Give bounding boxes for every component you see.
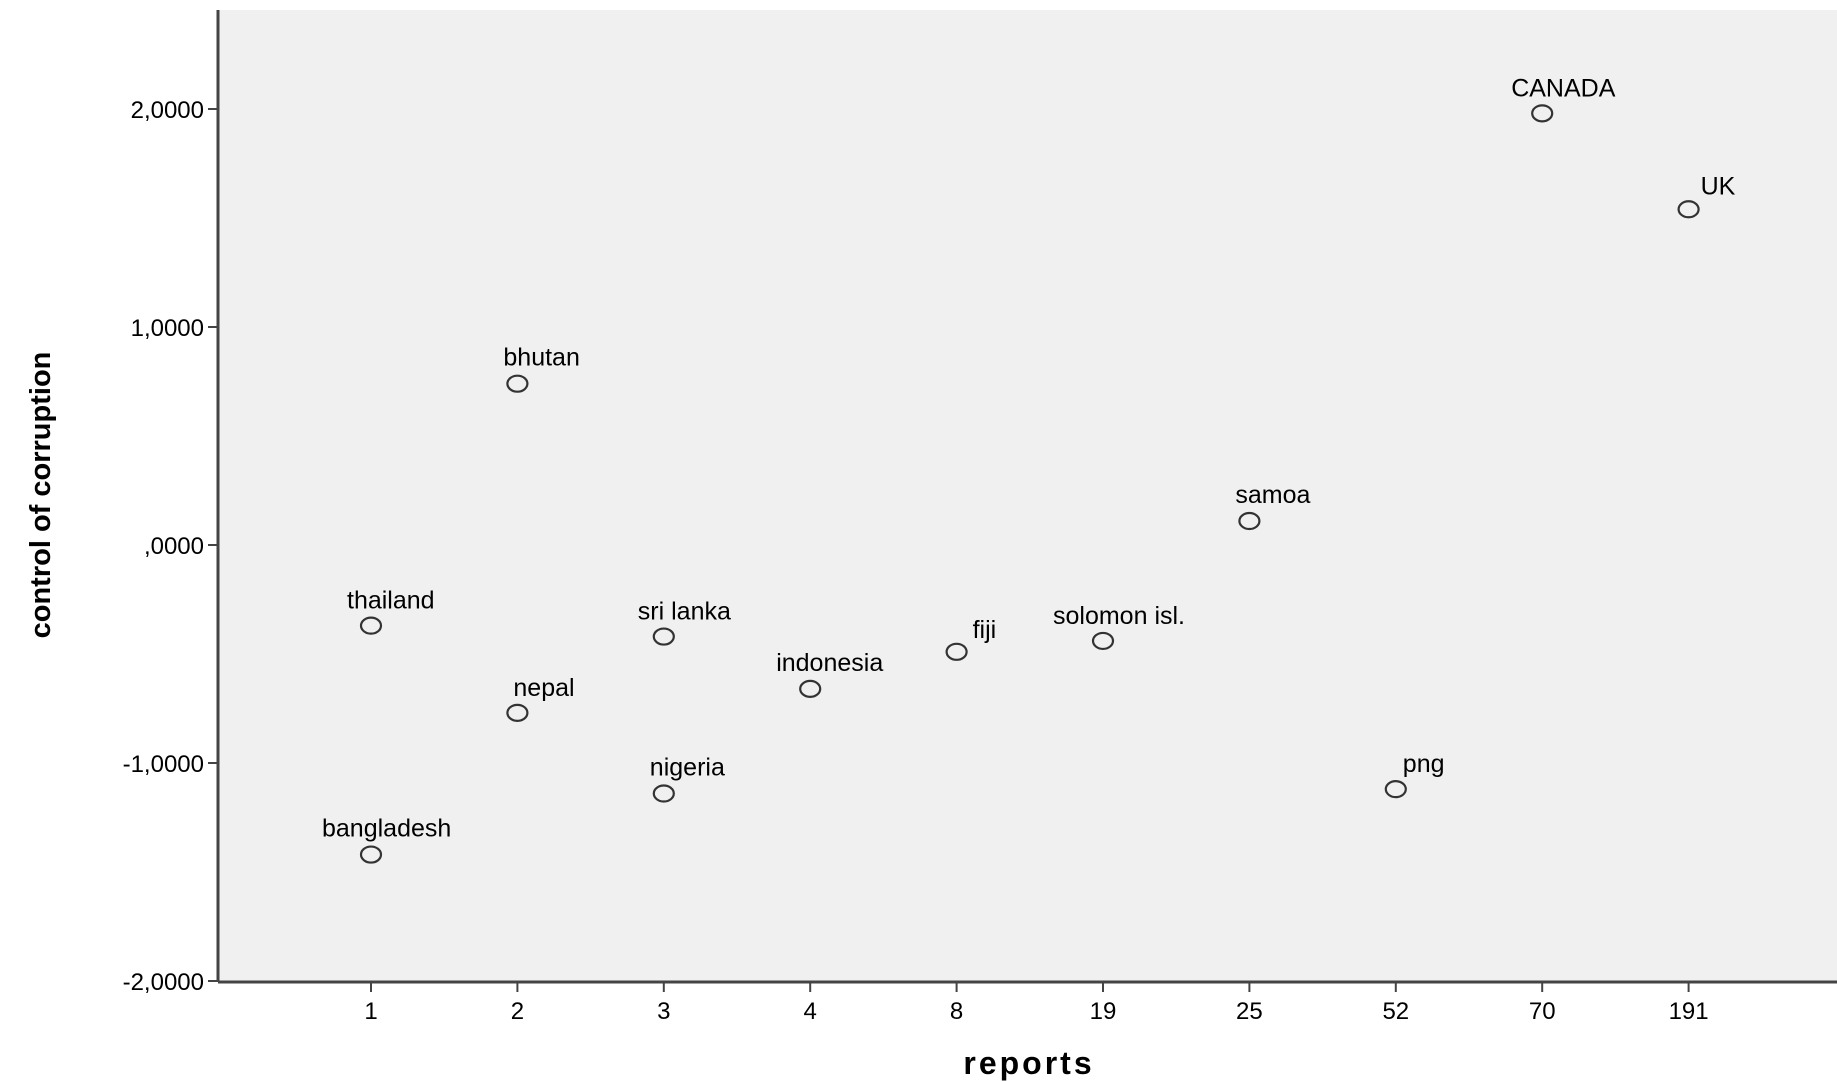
data-point-nepal: nepal xyxy=(506,674,575,722)
x-tick-label: 19 xyxy=(1090,998,1117,1025)
point-marker xyxy=(652,627,675,646)
x-tick-label: 8 xyxy=(950,998,963,1025)
data-point-thailand: thailand xyxy=(347,587,435,635)
point-marker xyxy=(359,845,383,864)
y-tick-label: ,0000 xyxy=(144,533,204,560)
y-tick-label: 2,0000 xyxy=(131,97,204,124)
point-label: thailand xyxy=(347,587,435,615)
point-marker xyxy=(799,679,822,698)
data-points: CANADA UK bhutan samoa thailand sri lanka fiji… xyxy=(322,74,1736,864)
point-marker xyxy=(652,784,675,803)
point-marker xyxy=(359,616,383,635)
point-label: bhutan xyxy=(503,344,579,372)
x-tick-label: 70 xyxy=(1529,998,1556,1025)
point-label: nigeria xyxy=(650,754,725,782)
point-marker xyxy=(1531,104,1554,123)
data-point-uk: UK xyxy=(1677,172,1736,219)
plot-area-background xyxy=(218,10,1837,982)
point-label: solomon isl. xyxy=(1053,602,1185,630)
point-label: samoa xyxy=(1235,481,1310,509)
x-tick-label: 3 xyxy=(657,998,670,1025)
x-tick-label: 4 xyxy=(804,998,817,1025)
point-label: nepal xyxy=(513,674,574,702)
point-label: UK xyxy=(1701,172,1736,200)
y-axis: 2,0000 1,0000 ,0000 -1,0000 -2,0000 xyxy=(123,97,218,996)
point-label: png xyxy=(1403,750,1445,778)
point-marker xyxy=(1677,200,1700,219)
data-point-samoa: samoa xyxy=(1235,481,1311,531)
x-axis: 1 2 3 4 8 19 25 52 70 191 xyxy=(364,982,1709,1025)
x-tick-label: 52 xyxy=(1382,998,1409,1025)
point-label: CANADA xyxy=(1511,74,1616,102)
x-tick-label: 1 xyxy=(364,998,377,1025)
point-marker xyxy=(506,703,529,722)
data-point-canada: CANADA xyxy=(1511,74,1616,123)
data-point-solomon-isl: solomon isl. xyxy=(1053,602,1185,651)
x-tick-label: 191 xyxy=(1669,998,1709,1025)
point-label: fiji xyxy=(973,616,997,644)
x-axis-title: reports xyxy=(963,1045,1094,1081)
point-label: bangladesh xyxy=(322,815,451,843)
point-marker xyxy=(1384,780,1407,799)
y-tick-label: -1,0000 xyxy=(123,751,204,778)
data-point-indonesia: indonesia xyxy=(776,649,883,698)
point-label: indonesia xyxy=(776,649,883,677)
data-point-sri-lanka: sri lanka xyxy=(638,598,731,646)
x-tick-label: 25 xyxy=(1236,998,1263,1025)
point-marker xyxy=(506,374,529,393)
point-marker xyxy=(945,642,968,661)
point-marker xyxy=(1091,631,1115,651)
y-tick-label: -2,0000 xyxy=(123,969,204,996)
data-point-bhutan: bhutan xyxy=(503,344,580,393)
data-point-fiji: fiji xyxy=(945,616,997,661)
point-label: sri lanka xyxy=(638,598,731,626)
data-point-bangladesh: bangladesh xyxy=(322,815,451,864)
data-point-png: png xyxy=(1384,750,1445,799)
x-tick-label: 2 xyxy=(511,998,524,1025)
point-marker xyxy=(1238,511,1261,531)
y-tick-label: 1,0000 xyxy=(131,315,204,342)
data-point-nigeria: nigeria xyxy=(650,754,725,803)
y-axis-title: control of corruption xyxy=(25,352,57,639)
